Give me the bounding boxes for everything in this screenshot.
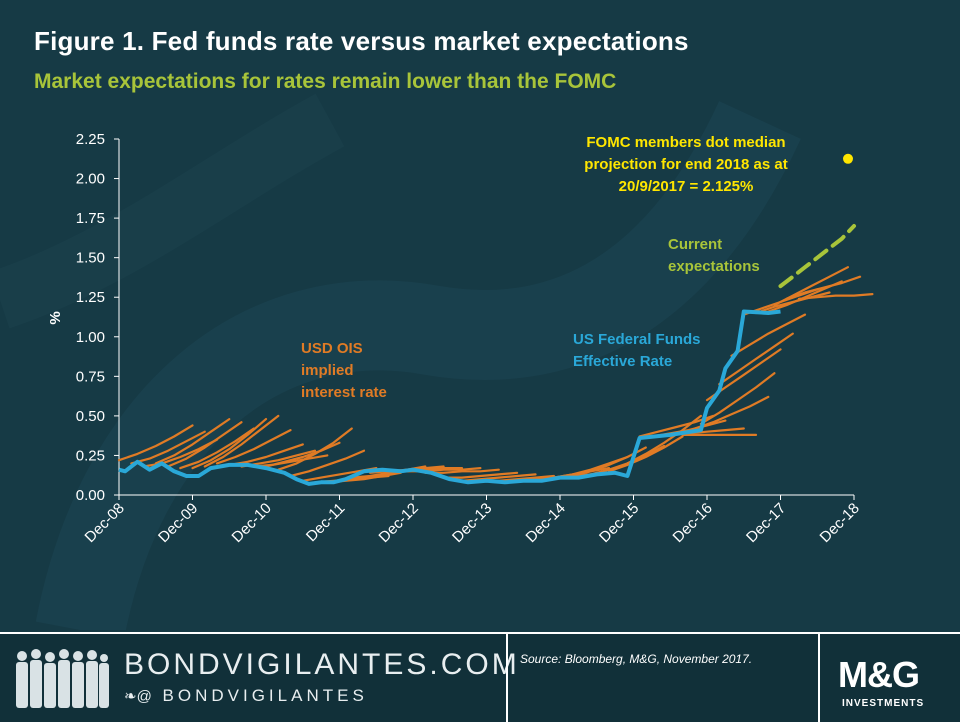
ois-curve-line <box>203 414 280 468</box>
ois-annotation: interest rate <box>301 384 387 401</box>
x-tick-label: Dec-08 <box>82 500 128 546</box>
ois-curve-line <box>154 418 231 465</box>
ois-curve-line <box>638 414 715 438</box>
ois-curve-line <box>215 429 292 465</box>
ois-curve-line <box>785 275 862 300</box>
footer: BONDVIGILANTES.COM ❧@ BONDVIGILANTES Sou… <box>0 632 960 722</box>
x-tick-label: Dec-09 <box>155 500 201 546</box>
ois-curve-line <box>607 435 684 473</box>
current-expectations-annotation: Current <box>668 236 722 253</box>
x-tick-label: Dec-13 <box>449 500 495 546</box>
current-expectations-annotation: expectations <box>668 258 760 275</box>
y-tick-label: 2.25 <box>76 131 105 148</box>
chart-subtitle: Market expectations for rates remain low… <box>34 70 617 93</box>
mg-logo-sub: INVESTMENTS <box>842 698 925 709</box>
source-note: Source: Bloomberg, M&G, November 2017. <box>520 652 753 666</box>
x-tick-label: Dec-11 <box>303 500 348 545</box>
ois-curve-line <box>460 473 537 482</box>
ois-annotation: implied <box>301 362 354 379</box>
ois-curve-line <box>718 332 794 386</box>
ois-annotation: USD OIS <box>301 340 363 357</box>
x-tick-label: Dec-18 <box>817 500 863 546</box>
ois-curve-line <box>166 421 243 468</box>
twitter-icon: ❧@ <box>124 688 152 705</box>
ois-curve-line <box>797 293 874 300</box>
ois-curve-line <box>626 414 703 465</box>
ois-curve-line <box>117 424 194 462</box>
fed-funds-annotation: Effective Rate <box>573 353 672 370</box>
ois-curve-line <box>289 449 366 478</box>
fed-funds-annotation: US Federal Funds <box>573 331 701 348</box>
y-tick-label: 1.75 <box>76 210 105 227</box>
x-tick-label: Dec-16 <box>670 500 716 546</box>
ois-curve-line <box>179 427 255 470</box>
x-tick-label: Dec-17 <box>743 500 789 546</box>
y-tick-label: 0.00 <box>76 487 105 504</box>
ois-curve-line <box>277 427 353 471</box>
ois-curve-line <box>693 395 770 430</box>
handle-text: BONDVIGILANTES <box>162 686 368 705</box>
current-expectations-line <box>778 224 856 289</box>
fomc-annotation: 20/9/2017 = 2.125% <box>619 178 754 195</box>
x-tick-label: Dec-14 <box>523 500 569 546</box>
y-tick-label: 0.75 <box>76 368 105 385</box>
x-tick-label: Dec-15 <box>596 500 642 546</box>
site-name: BONDVIGILANTES.COM <box>124 648 520 681</box>
people-silhouettes-icon <box>16 649 109 708</box>
footer-divider <box>818 634 820 722</box>
y-tick-label: 0.25 <box>76 447 105 464</box>
chart-title: Figure 1. Fed funds rate versus market e… <box>34 26 689 56</box>
ois-curve-line <box>442 471 519 479</box>
chart: 0.00 0.25 0.50 0.75 1.00 1.25 1.50 1.75 2.00 2.25… <box>47 131 874 546</box>
fed-funds-line <box>118 309 781 486</box>
ois-curve-line <box>773 266 850 307</box>
x-tick-label: Dec-12 <box>376 500 422 546</box>
ois-curve-line <box>424 468 500 474</box>
ois-curve-line <box>191 418 268 470</box>
fomc-projection-point <box>843 153 853 164</box>
x-tick-label: Dec-10 <box>229 500 275 546</box>
y-tick-label: 1.50 <box>76 250 105 267</box>
y-axis-label: % <box>47 311 64 324</box>
fomc-annotation: FOMC members dot median <box>586 134 785 151</box>
ois-curve-line <box>699 372 776 425</box>
ois-curve-line <box>264 441 341 468</box>
ois-curve-line <box>130 430 206 465</box>
mg-logo: M&G <box>838 654 920 695</box>
y-tick-label: 0.50 <box>76 408 105 425</box>
ois-curve-line <box>228 443 304 466</box>
footer-divider <box>506 634 508 722</box>
fomc-annotation: projection for end 2018 as at <box>584 156 787 173</box>
y-tick-label: 1.00 <box>76 329 105 346</box>
y-tick-label: 2.00 <box>76 171 105 188</box>
twitter-handle: ❧@ BONDVIGILANTES <box>124 686 368 706</box>
y-tick-label: 1.25 <box>76 289 105 306</box>
ois-curve-line <box>730 313 807 357</box>
